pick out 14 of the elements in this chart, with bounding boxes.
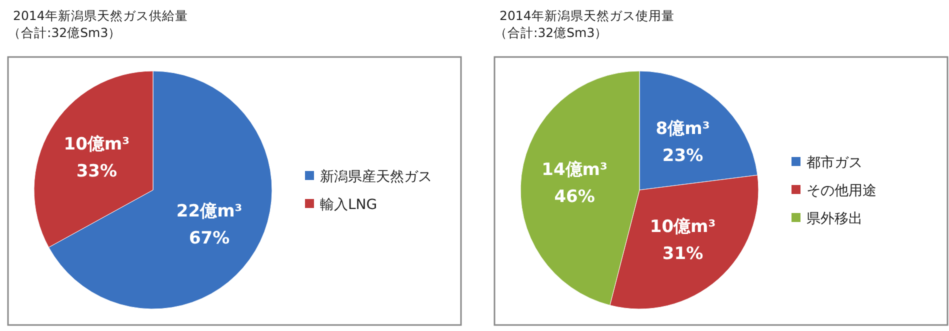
legend-label: その他用途 [806, 183, 876, 199]
legend-label: 都市ガス [806, 155, 862, 171]
chart-title: 2014年新潟県天然ガス使用量 [500, 8, 674, 23]
chart-subtitle: （合計:32億Sm3） [494, 25, 608, 40]
data-label: 22億m³ 67% [176, 201, 242, 248]
data-label: 14億m³ 46% [542, 160, 608, 207]
data-label: 8億m³ 23% [656, 118, 710, 166]
legend-label: 新潟県産天然ガス [320, 169, 432, 185]
chart-title: 2014年新潟県天然ガス供給量 [13, 8, 188, 23]
data-label: 10億m³ 31% [650, 217, 716, 264]
legend-label: 輸入LNG [320, 197, 378, 213]
chart-subtitle: （合計:32億Sm3） [8, 25, 122, 40]
data-label: 10億m³ 33% [64, 134, 130, 182]
legend-label: 県外移出 [806, 211, 862, 227]
